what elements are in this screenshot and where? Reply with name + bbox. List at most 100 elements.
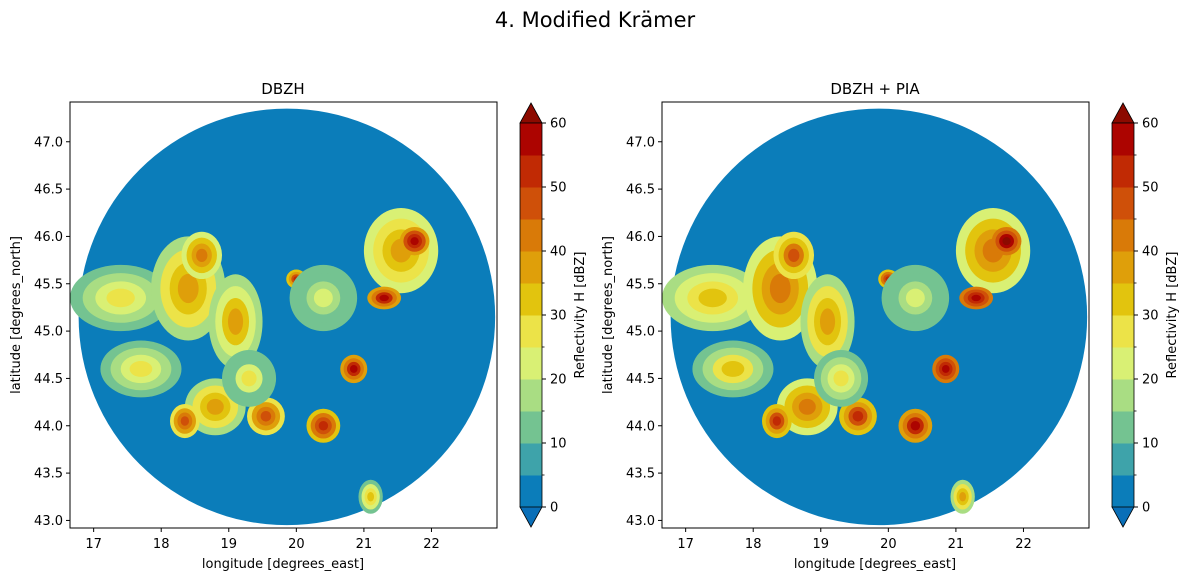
colorbar-segment	[1112, 155, 1134, 188]
x-axis-label-dbzh: longitude [degrees_east]	[202, 557, 364, 572]
colorbar-segment	[520, 379, 542, 412]
colorbar-segment	[1112, 187, 1134, 220]
y-tick-label: 44.0	[626, 419, 655, 434]
echo-cell-ring	[260, 410, 272, 422]
colorbar-segment	[520, 411, 542, 444]
y-tick-label: 43.0	[34, 514, 63, 529]
echo-cell-ring	[1002, 237, 1011, 246]
colorbar-tick-label: 0	[550, 501, 558, 516]
echo-cell-ring	[180, 416, 190, 426]
echo-cell-ring	[833, 370, 849, 387]
colorbar-segment	[1112, 347, 1134, 380]
y-tick-label: 47.0	[34, 135, 63, 150]
echo-cell-ring	[698, 288, 727, 308]
y-tick-label: 46.0	[34, 230, 63, 245]
x-tick-label: 21	[356, 537, 373, 552]
colorbar-segment	[1112, 123, 1134, 156]
colorbar-label-dbzh: Reflectivity H [dBZ]	[573, 252, 588, 379]
colorbar-dbzh: 0 10 20 30 40 50 60	[519, 102, 567, 528]
echo-cell	[959, 286, 994, 310]
echo-cell	[222, 350, 277, 407]
echo-cell-ring	[196, 248, 208, 262]
echo-cell	[399, 226, 430, 256]
echo-cell-ring	[349, 364, 358, 373]
x-tick-label: 19	[221, 537, 238, 552]
x-axis-label-dbzh-pia: longitude [degrees_east]	[794, 557, 956, 572]
x-tick-label: 20	[288, 537, 305, 552]
echo-cell	[898, 408, 933, 443]
colorbar-segment	[520, 155, 542, 188]
panel-dbzh-pia: DBZH + PIA 17 18 19 20 21 22 43.0 43.5 44.0 44.5…	[601, 80, 1180, 572]
echo-cell	[692, 340, 774, 398]
colorbar-tick-label: 0	[1142, 501, 1150, 516]
echo-cell	[169, 403, 200, 439]
colorbar-segment	[520, 347, 542, 380]
x-tick-label: 22	[423, 537, 440, 552]
echo-cell-ring	[206, 398, 224, 415]
echo-cell	[100, 340, 182, 398]
echo-cell	[839, 397, 877, 436]
echo-cell	[306, 408, 341, 443]
colorbar-segment	[1112, 475, 1134, 508]
echo-cell-ring	[941, 364, 950, 373]
echo-cell-ring	[769, 273, 791, 304]
echo-cell-ring	[959, 491, 967, 502]
colorbar-segment	[520, 443, 542, 476]
colorbar-segment	[1112, 443, 1134, 476]
y-tick-label: 43.5	[626, 467, 655, 482]
y-tick-label: 46.0	[626, 230, 655, 245]
colorbar-tick-label: 40	[1142, 245, 1159, 260]
echo-cell	[932, 354, 960, 384]
echo-cell-ring	[721, 361, 745, 377]
y-tick-label: 46.5	[34, 183, 63, 198]
echo-cell	[358, 479, 383, 514]
colorbar-segment	[1112, 283, 1134, 316]
colorbar-segment	[520, 251, 542, 284]
panel-title-dbzh-pia: DBZH + PIA	[830, 80, 920, 98]
echo-cell-ring	[971, 294, 981, 302]
echo-cell	[181, 231, 223, 280]
panel-title-dbzh: DBZH	[261, 80, 304, 98]
echo-cell	[743, 236, 818, 341]
echo-cell	[340, 354, 368, 384]
colorbar-tick-label: 10	[1142, 437, 1159, 452]
colorbar-tick-label: 50	[1142, 181, 1159, 196]
echo-cell-ring	[177, 273, 199, 304]
echo-cell	[955, 208, 1031, 294]
x-tick-label: 19	[813, 537, 830, 552]
echo-cell-ring	[819, 308, 836, 335]
x-ticks-dbzh-pia: 17 18 19 20 21 22	[677, 528, 1032, 552]
echo-cell	[773, 231, 815, 280]
echo-cell	[363, 208, 439, 294]
echo-cell-ring	[379, 294, 389, 302]
y-tick-label: 45.5	[626, 277, 655, 292]
colorbar-segment	[520, 219, 542, 252]
echo-cell	[991, 226, 1022, 256]
colorbar-dbzh-pia: 0 10 20 30 40 50 60	[1111, 102, 1159, 528]
x-ticks-dbzh: 17 18 19 20 21 22	[85, 528, 440, 552]
y-ticks-dbzh: 43.0 43.5 44.0 44.5 45.0 45.5 46.0 46.5 47.0	[34, 135, 70, 529]
colorbar-tick-label: 20	[550, 373, 567, 388]
echo-cell	[70, 264, 172, 332]
echo-cell-ring	[129, 361, 153, 377]
echo-cell-ring	[905, 288, 925, 308]
y-axis-label-dbzh: latitude [degrees_north]	[9, 236, 24, 394]
echo-cell	[814, 350, 869, 407]
x-tick-label: 17	[85, 537, 102, 552]
colorbar-segment	[1112, 379, 1134, 412]
colorbar-segment	[1112, 315, 1134, 348]
colorbar-tick-label: 30	[550, 309, 567, 324]
echo-cell	[662, 264, 764, 332]
figure-suptitle: 4. Modified Krämer	[495, 8, 696, 32]
colorbar-under-extension	[519, 506, 543, 528]
echo-cell	[761, 403, 792, 439]
y-tick-label: 45.5	[34, 277, 63, 292]
axes-frame-dbzh	[69, 101, 498, 529]
colorbar-segment	[520, 187, 542, 220]
echo-cell-ring	[410, 237, 419, 246]
y-axis-label-dbzh-pia: latitude [degrees_north]	[601, 236, 616, 394]
y-tick-label: 44.0	[34, 419, 63, 434]
y-tick-label: 45.0	[34, 325, 63, 340]
echo-cell-ring	[227, 308, 244, 335]
